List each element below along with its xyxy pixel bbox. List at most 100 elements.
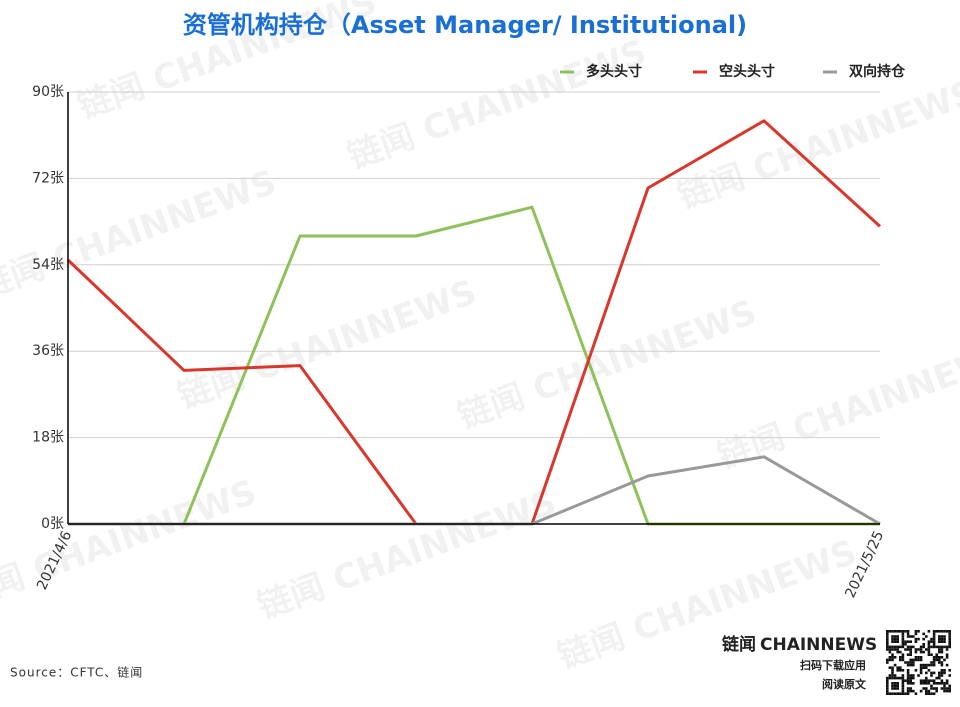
qr-cell <box>912 689 915 693</box>
qr-cell <box>891 640 894 643</box>
qr-cell <box>940 645 944 649</box>
qr-cell <box>932 692 936 695</box>
qr-cell <box>938 671 941 675</box>
qr-cell <box>938 630 941 633</box>
qr-cell <box>893 640 897 643</box>
qr-cell <box>893 684 897 688</box>
qr-cell <box>896 645 899 649</box>
qr-cell <box>914 656 918 659</box>
watermark: 链闻 CHAINNEWS <box>673 72 960 217</box>
qr-cell <box>896 676 899 680</box>
qr-cell <box>888 658 892 662</box>
qr-cell <box>914 650 918 654</box>
qr-cell <box>906 669 910 672</box>
qr-cell <box>893 676 897 680</box>
qr-cell <box>932 671 936 675</box>
qr-cell <box>891 674 894 677</box>
qr-cell <box>940 669 944 672</box>
qr-cell <box>919 663 923 667</box>
qr-cell <box>940 640 944 643</box>
qr-cell <box>896 650 899 654</box>
qr-cell <box>917 656 920 659</box>
qr-cell <box>938 661 941 664</box>
qr-cell <box>901 645 905 649</box>
qr-cell <box>909 663 912 667</box>
qr-cell <box>922 679 925 682</box>
qr-cell <box>906 630 910 633</box>
qr-cell <box>896 682 899 685</box>
qr-cell <box>891 645 894 649</box>
qr-cell <box>927 648 931 651</box>
qr-cell <box>896 669 899 672</box>
qr-cell <box>917 658 920 662</box>
qr-cell <box>912 635 915 638</box>
qr-cell <box>945 679 949 682</box>
qr-cell <box>906 653 910 656</box>
qr-cell <box>899 630 902 633</box>
qr-cell <box>938 635 941 638</box>
qr-cell <box>896 635 899 638</box>
watermark: 链闻 CHAINNEWS <box>343 32 652 177</box>
qr-cell <box>899 656 902 659</box>
qr-cell <box>896 666 899 669</box>
qr-cell <box>943 689 946 693</box>
y-tick-label: 0张 <box>41 516 64 532</box>
qr-cell <box>917 648 920 651</box>
qr-cell <box>886 648 889 651</box>
qr-cell <box>914 640 918 643</box>
qr-cell <box>906 689 910 693</box>
qr-cell <box>927 669 931 672</box>
qr-cell <box>940 661 944 664</box>
qr-cell <box>914 632 918 636</box>
qr-cell <box>938 676 941 680</box>
qr-cell <box>930 674 933 677</box>
qr-cell <box>899 669 902 672</box>
qr-cell <box>940 682 944 685</box>
qr-cell <box>891 671 894 675</box>
qr-cell <box>901 684 905 688</box>
qr-cell <box>891 669 894 672</box>
watermark: 链闻 CHAINNEWS <box>713 332 960 477</box>
qr-cell <box>948 684 951 688</box>
qr-cell <box>917 674 920 677</box>
qr-cell <box>912 658 915 662</box>
qr-cell <box>922 682 925 685</box>
qr-cell <box>935 687 938 690</box>
qr-cell <box>906 645 910 649</box>
qr-cell <box>893 674 897 677</box>
qr-cell <box>948 637 951 641</box>
qr-cell <box>886 661 889 664</box>
qr-cell <box>927 692 931 695</box>
qr-cell <box>891 656 894 659</box>
qr-cell <box>906 661 910 664</box>
qr-cell <box>901 687 905 690</box>
qr-cell <box>938 637 941 641</box>
qr-cell <box>906 663 910 667</box>
qr-cell <box>891 648 894 651</box>
qr-cell <box>906 692 910 695</box>
qr-cell <box>940 650 944 654</box>
qr-cell <box>909 689 912 693</box>
qr-cell <box>899 645 902 649</box>
qr-cell <box>906 648 910 651</box>
qr-cell <box>932 658 936 662</box>
qr-cell <box>899 676 902 680</box>
qr-cell <box>932 640 936 643</box>
qr-cell <box>906 676 910 680</box>
watermark: 链闻 CHAINNEWS <box>0 472 262 617</box>
qr-cell <box>932 679 936 682</box>
legend-label: 双向持仓 <box>849 63 906 80</box>
qr-cell <box>930 637 933 641</box>
qr-cell <box>943 658 946 662</box>
qr-cell <box>893 656 897 659</box>
qr-cell <box>927 682 931 685</box>
qr-cell <box>945 682 949 685</box>
qr-cell <box>932 682 936 685</box>
qr-cell <box>899 658 902 662</box>
qr-cell <box>904 648 907 651</box>
qr-cell <box>935 682 938 685</box>
qr-cell <box>912 645 915 649</box>
logo: 链闻 CHAINNEWS 扫码下载应用 阅读原文 <box>722 630 951 695</box>
